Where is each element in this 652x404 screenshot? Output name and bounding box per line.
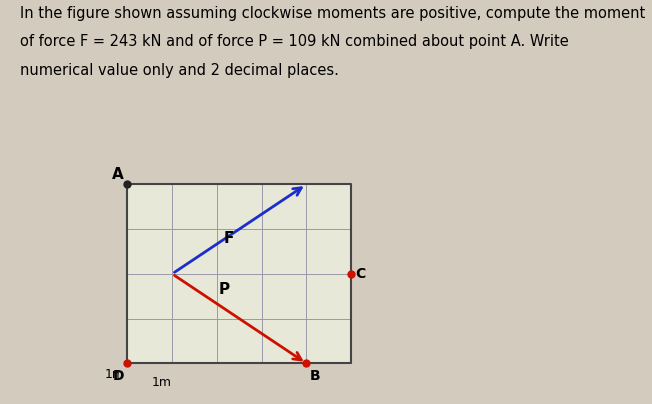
Text: numerical value only and 2 decimal places.: numerical value only and 2 decimal place… (20, 63, 338, 78)
Text: P: P (219, 282, 230, 297)
Text: A: A (112, 167, 124, 182)
Text: 1m: 1m (105, 368, 125, 381)
Text: 1m: 1m (152, 376, 172, 389)
Text: F: F (224, 231, 234, 246)
Text: C: C (355, 267, 366, 281)
Text: B: B (310, 368, 320, 383)
Text: D: D (112, 368, 124, 383)
Text: of force F = 243 kN and of force P = 109 kN combined about point A. Write: of force F = 243 kN and of force P = 109… (20, 34, 569, 49)
Text: In the figure shown assuming clockwise moments are positive, compute the moment: In the figure shown assuming clockwise m… (20, 6, 645, 21)
Bar (127, 185, 351, 363)
